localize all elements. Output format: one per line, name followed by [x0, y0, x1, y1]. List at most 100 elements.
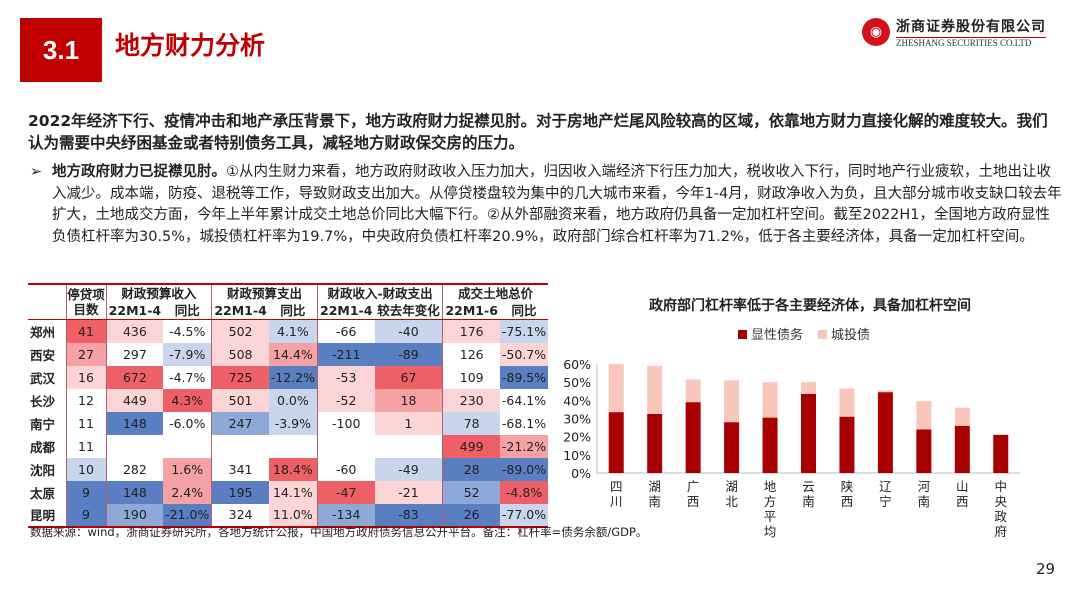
value-cell: 436 — [105, 319, 164, 343]
value-cell: -3.9% — [268, 411, 318, 435]
value-cell: -75.1% — [500, 319, 548, 343]
x-tick-label: 河南 — [918, 479, 931, 509]
value-cell: -77.0% — [500, 503, 548, 527]
y-tick-label: 10% — [563, 448, 591, 463]
page-number: 29 — [1036, 560, 1056, 578]
sub-header: 22M1-4 — [316, 302, 375, 320]
x-tick-label: 四川 — [610, 479, 623, 509]
sub-header: 22M1-4 — [105, 302, 164, 320]
value-cell: 190 — [105, 503, 164, 527]
x-tick-label: 辽宁 — [879, 479, 892, 509]
table-row: 昆明 9 190 -21.0% 324 11.0% -134 -83 26 -77.0% — [28, 503, 548, 527]
table-row: 成都 11 499 -21.2% — [28, 434, 548, 458]
bar-explicit — [993, 434, 1009, 473]
city-cell: 郑州 — [30, 324, 56, 340]
sub-header: 22M1-6 — [442, 302, 501, 320]
value-cell: 126 — [442, 342, 501, 366]
bar-chengtou — [839, 388, 855, 417]
corner-cell — [28, 283, 66, 320]
sub-header: 同比 — [500, 302, 548, 320]
company-logo: ◉ 浙商证券股份有限公司 ZHESHANG SECURITIES CO.LTD — [862, 16, 1046, 48]
value-cell: 12 — [65, 388, 106, 412]
value-cell: 41 — [65, 319, 106, 343]
bar-chengtou — [724, 380, 740, 423]
value-cell: 28 — [442, 457, 501, 481]
city-cell: 成都 — [30, 439, 56, 455]
header-stop-loan: 停贷项目数 — [65, 283, 106, 320]
bar-chengtou — [647, 365, 663, 414]
chart-title: 政府部门杠杆率低于各主要经济体，具备加杠杆空间 — [649, 298, 971, 314]
value-cell: 27 — [65, 342, 106, 366]
value-cell: 9 — [65, 480, 106, 504]
bar-chengtou — [685, 379, 701, 403]
logo-icon: ◉ — [862, 18, 890, 46]
value-cell: 0.0% — [268, 388, 318, 412]
table-row: 西安 27 297 -7.9% 508 14.4% -211 -89 126 -50.7% — [28, 342, 548, 366]
table-row: 武汉 16 672 -4.7% 725 -12.2% -53 67 109 -89.5% — [28, 365, 548, 389]
value-cell: 324 — [211, 503, 269, 527]
value-cell: -12.2% — [268, 365, 318, 389]
legend-label: 显性债务 — [751, 327, 803, 343]
value-cell: -47 — [316, 480, 375, 504]
page-title: 地方财力分析 — [115, 31, 266, 60]
x-tick-label: 陕西 — [841, 479, 854, 509]
value-cell: 502 — [211, 319, 269, 343]
header-balance: 财政收入-财政支出 — [316, 283, 443, 302]
bar-explicit — [762, 417, 778, 473]
value-cell — [374, 434, 443, 458]
value-cell — [316, 434, 375, 458]
value-cell: 148 — [105, 480, 164, 504]
value-cell: 148 — [105, 411, 164, 435]
value-cell: 14.1% — [268, 480, 318, 504]
value-cell: -52 — [316, 388, 375, 412]
value-cell: -60 — [316, 457, 375, 481]
value-cell: 11 — [65, 434, 106, 458]
city-cell: 武汉 — [30, 370, 56, 386]
legend-label: 城投债 — [831, 327, 870, 343]
arrow-bullet-icon: ➢ — [30, 164, 43, 180]
header-land: 成交土地总价 — [442, 283, 548, 302]
value-cell: 341 — [211, 457, 269, 481]
city-cell: 南宁 — [30, 416, 56, 432]
y-tick-label: 30% — [563, 412, 591, 427]
value-cell: 282 — [105, 457, 164, 481]
bar-chengtou — [762, 382, 778, 418]
value-cell: 499 — [442, 434, 501, 458]
bar-explicit — [724, 422, 740, 473]
value-cell: -83 — [374, 503, 443, 527]
value-cell: -89.5% — [500, 365, 548, 389]
bar-explicit — [916, 429, 932, 473]
sub-header: 同比 — [163, 302, 212, 320]
sub-header: 22M1-4 — [211, 302, 269, 320]
value-cell: 508 — [211, 342, 269, 366]
value-cell: -21 — [374, 480, 443, 504]
value-cell: -66 — [316, 319, 375, 343]
value-cell: 195 — [211, 480, 269, 504]
value-cell — [163, 434, 212, 458]
value-cell — [211, 434, 269, 458]
x-tick-label: 地方平均 — [764, 479, 777, 539]
value-cell: 26 — [442, 503, 501, 527]
value-cell: 11 — [65, 411, 106, 435]
value-cell: 2.4% — [163, 480, 212, 504]
table-sub-header: 22M1-4 同比 22M1-4 同比 22M1-4 较去年变化 22M1-6 同比 — [28, 302, 548, 320]
sub-header: 较去年变化 — [374, 302, 443, 320]
bullet-paragraph: ➢ 地方政府财力已捉襟见肘。①从内生财力来看，地方政府财政收入压力加大，归因收入… — [28, 162, 1063, 248]
city-finance-table: 停贷项目数 财政预算收入 财政预算支出 财政收入-财政支出 成交土地总价 22M… — [28, 283, 548, 528]
value-cell: 725 — [211, 365, 269, 389]
value-cell: 297 — [105, 342, 164, 366]
bar-chengtou — [954, 407, 970, 426]
value-cell: -4.5% — [163, 319, 212, 343]
bar-chengtou — [608, 364, 624, 413]
bar-explicit — [685, 402, 701, 473]
value-cell — [105, 434, 164, 458]
value-cell: -49 — [374, 457, 443, 481]
bar-explicit — [801, 393, 816, 473]
value-cell: 449 — [105, 388, 164, 412]
value-cell: 1 — [374, 411, 443, 435]
source-note: 数据来源：wind，浙商证券研究所，各地方统计公报，中国地方政府债务信息公开平台… — [30, 525, 648, 539]
value-cell: 11.0% — [268, 503, 318, 527]
value-cell: -21.2% — [500, 434, 548, 458]
legend-swatch — [818, 330, 827, 339]
value-cell: 52 — [442, 480, 501, 504]
